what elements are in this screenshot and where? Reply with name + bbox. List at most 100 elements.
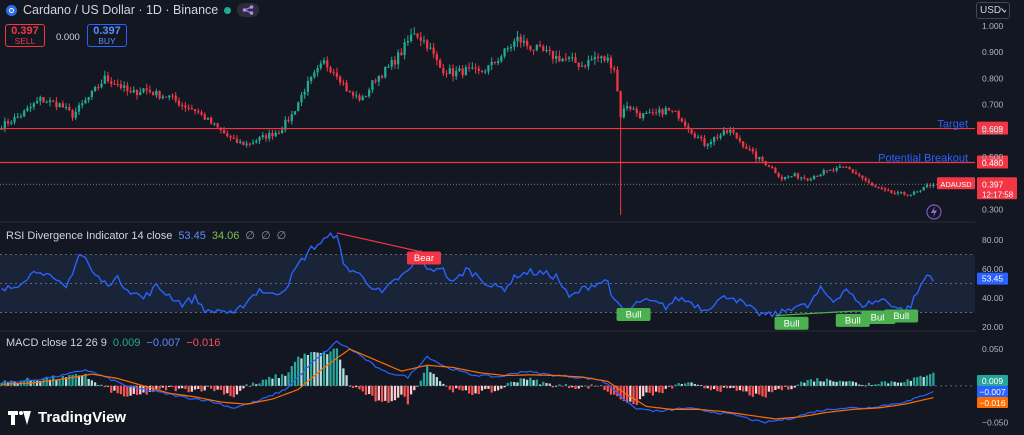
macd-histogram-bar: [280, 374, 284, 386]
candle-body: [432, 47, 435, 55]
macd-histogram-bar: [903, 382, 906, 386]
macd-histogram-bar: [390, 385, 393, 402]
macd-histogram-bar: [825, 378, 829, 386]
macd-legend[interactable]: MACD close 12 26 9 0.009 −0.007 −0.016: [6, 337, 220, 349]
macd-histogram-bar: [806, 380, 809, 386]
signal-label-text: Bull: [845, 315, 861, 326]
macd-histogram-bar: [606, 385, 609, 392]
macd-histogram-bar: [829, 380, 832, 386]
sell-button[interactable]: 0.397 SELL: [5, 24, 45, 47]
candle-body: [829, 169, 832, 171]
candle-body: [796, 173, 800, 179]
lightning-icon[interactable]: [926, 204, 942, 220]
macd-histogram-bar: [242, 385, 245, 389]
candle-body: [506, 48, 509, 50]
candle-body: [558, 56, 561, 62]
macd-histogram-bar: [313, 352, 316, 386]
macd-histogram-bar: [690, 382, 693, 386]
candle-body: [268, 132, 271, 139]
macd-histogram-bar: [361, 385, 364, 392]
macd-histogram-bar: [929, 374, 932, 386]
price-axis-tick: 0.900: [982, 47, 1004, 57]
macd-histogram-bar: [42, 379, 45, 386]
macd-histogram-bar: [867, 382, 871, 386]
macd-histogram-bar: [232, 385, 235, 398]
candle-body: [519, 36, 522, 43]
rsi-legend-empty-1: ∅: [245, 230, 255, 242]
macd-histogram-bar: [61, 376, 64, 386]
candle-body: [709, 141, 713, 145]
candle-body: [300, 94, 303, 103]
macd-histogram-bar: [81, 375, 84, 386]
candle-body: [361, 96, 364, 101]
candle-body: [619, 91, 622, 118]
candle-body: [261, 135, 264, 138]
macd-histogram-bar: [861, 384, 864, 386]
candle-body: [316, 68, 319, 73]
candle-body: [277, 132, 281, 134]
candle-body: [690, 129, 693, 134]
candle-body: [800, 177, 803, 179]
macd-histogram-bar: [748, 385, 751, 396]
macd-axis-tick: −0.050: [982, 418, 1009, 428]
macd-histogram-bar: [271, 378, 274, 386]
candle-body: [29, 106, 32, 109]
currency-selector[interactable]: USD: [976, 2, 1010, 19]
candle-body: [177, 100, 181, 106]
macd-histogram-bar: [484, 385, 487, 390]
buy-button[interactable]: 0.397 BUY: [87, 24, 127, 47]
candle-body: [713, 137, 716, 142]
macd-histogram-bar: [181, 385, 184, 389]
macd-histogram-bar: [123, 385, 126, 397]
signal-label-text: Bull: [893, 311, 909, 322]
symbol-title[interactable]: Cardano / US Dollar · 1D · Binance: [23, 3, 219, 17]
candle-body: [68, 106, 71, 111]
candle-body: [819, 174, 822, 177]
macd-histogram-bar: [896, 382, 900, 386]
breakout-line-label: Potential Breakout: [878, 152, 968, 164]
macd-histogram-bar: [677, 383, 680, 386]
rsi-legend-name: RSI Divergence Indicator 14 close: [6, 229, 173, 242]
macd-histogram-bar: [206, 385, 210, 387]
candle-body: [893, 192, 896, 194]
candle-body: [467, 67, 471, 69]
tradingview-logo[interactable]: TradingView: [8, 409, 126, 426]
macd-histogram-bar: [793, 385, 796, 388]
candle-body: [474, 67, 477, 69]
candle-body: [877, 186, 880, 188]
macd-histogram-bar: [887, 383, 890, 386]
candle-body: [348, 91, 351, 93]
macd-histogram-bar: [268, 376, 271, 386]
candle-body: [190, 108, 193, 110]
candle-body: [168, 95, 171, 98]
candle-body: [313, 72, 316, 77]
candle-body: [74, 111, 77, 118]
candle-body: [503, 48, 506, 57]
rsi-legend[interactable]: RSI Divergence Indicator 14 close 53.45 …: [6, 229, 286, 243]
candle-body: [809, 179, 812, 181]
macd-histogram-bar: [110, 385, 113, 393]
macd-histogram-bar: [413, 385, 416, 391]
candle-body: [0, 128, 3, 130]
macd-histogram-bar: [48, 379, 52, 386]
macd-histogram-bar: [235, 385, 239, 395]
candle-body: [255, 140, 258, 143]
macd-histogram-bar: [503, 385, 506, 388]
macd-histogram-bar: [455, 385, 458, 389]
macd-histogram-bar: [735, 385, 738, 391]
candle-body: [622, 108, 625, 118]
candle-body: [680, 118, 684, 122]
candle-body: [287, 119, 290, 122]
candle-body: [42, 97, 45, 103]
macd-histogram-bar: [168, 385, 171, 388]
candle-body: [845, 166, 848, 168]
rsi-value-tag: [977, 272, 1008, 285]
candle-body: [835, 168, 838, 171]
macd-histogram-bar: [732, 385, 735, 388]
share-icon[interactable]: [237, 3, 260, 17]
candle-body: [61, 103, 64, 108]
candle-body: [719, 135, 722, 138]
candle-body: [3, 121, 6, 129]
macd-histogram-bar: [526, 379, 529, 386]
